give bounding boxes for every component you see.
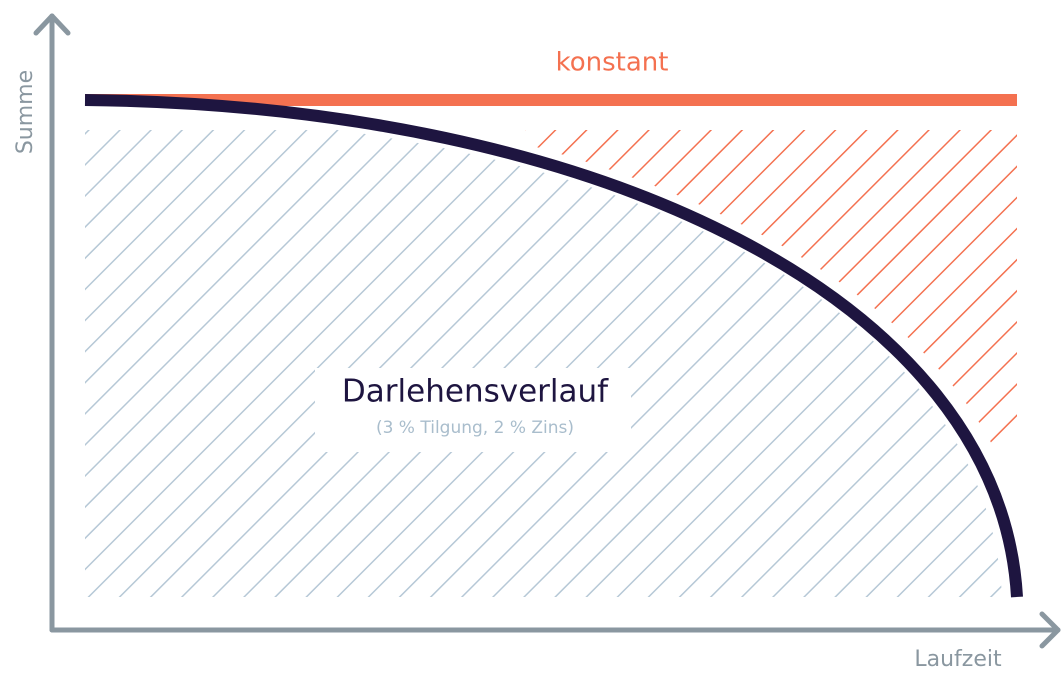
loan-curve (84, 94, 1023, 598)
y-axis-label: Summe (13, 70, 38, 154)
constant-label: konstant (556, 48, 669, 78)
label-box (315, 368, 631, 452)
subtitle: (3 % Tilgung, 2 % Zins) (376, 418, 574, 438)
axes (33, 13, 1061, 649)
constant-line (85, 94, 1017, 106)
title: Darlehensverlauf (342, 374, 609, 410)
x-axis-label: Laufzeit (914, 647, 1002, 672)
